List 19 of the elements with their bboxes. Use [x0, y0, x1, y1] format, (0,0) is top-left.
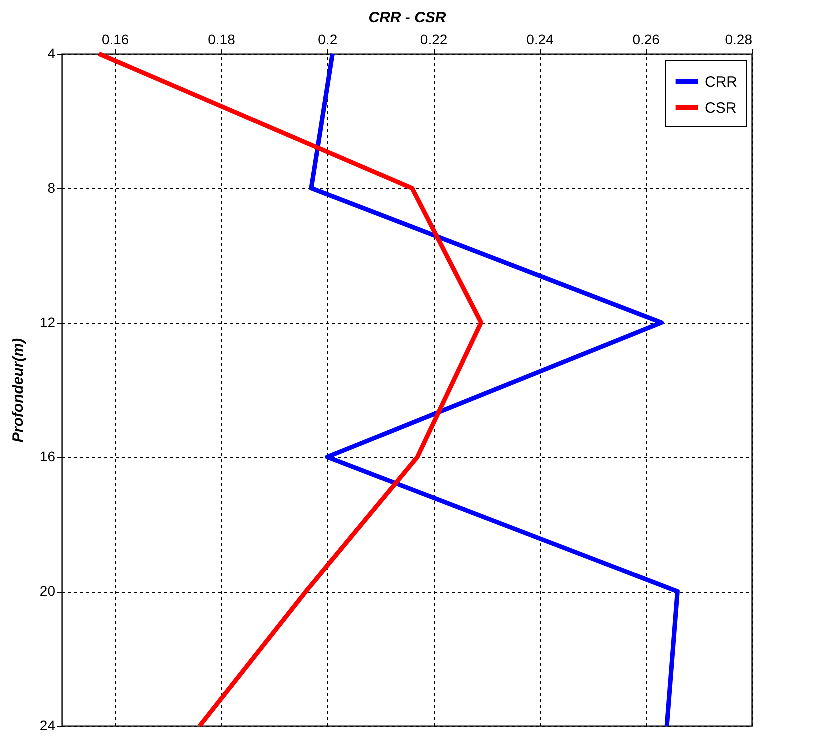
legend-label: CRR [705, 74, 738, 91]
y-tick-label: 24 [40, 718, 56, 734]
x-tick-label: 0.18 [208, 32, 236, 48]
y-axis-title: Profondeur(m) [10, 338, 27, 443]
y-tick-label: 4 [48, 46, 56, 62]
x-tick-label: 0.26 [632, 32, 660, 48]
y-tick-label: 12 [40, 314, 56, 330]
line-series [96, 52, 484, 728]
line-series [309, 52, 680, 728]
x-tick-label: 0.22 [420, 32, 448, 48]
x-axis-title: CRR - CSR [368, 10, 446, 26]
y-tick-label: 16 [40, 448, 56, 465]
x-tick-label: 0.28 [725, 32, 753, 48]
x-tick-label: 0.2 [318, 32, 338, 48]
y-tick-label: 8 [48, 180, 56, 196]
y-tick-label: 20 [40, 583, 56, 600]
x-tick-label: 0.16 [102, 32, 130, 48]
legend-label: CSR [705, 100, 737, 117]
x-tick-label: 0.24 [526, 32, 554, 48]
